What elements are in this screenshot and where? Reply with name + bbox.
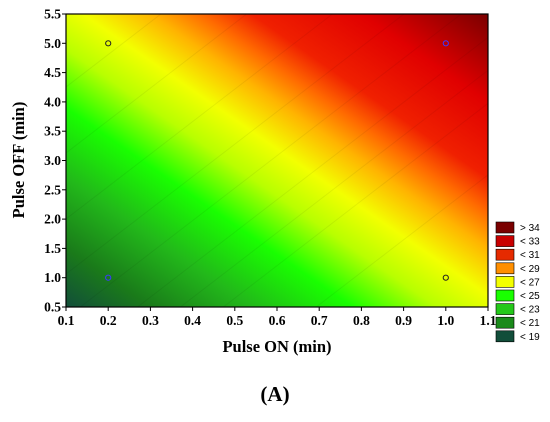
x-tick-label: 0.1: [58, 313, 75, 328]
contour-lines: [66, 14, 488, 307]
x-tick-label: 0.6: [269, 313, 286, 328]
y-tick-label: 2.0: [44, 212, 61, 227]
x-tick-label: 0.7: [311, 313, 328, 328]
plot-area: [65, 13, 489, 308]
legend-swatch: [495, 276, 515, 288]
legend: > 34 < 33 < 31 < 29 < 27 < 25 < 23 < 21 < 19: [495, 221, 540, 343]
y-axis-ticks: 0.5 1.0 1.5 2.0 2.5 3.0 3.5 4.0 4.5 5.0 5.5: [44, 7, 66, 315]
legend-swatch: [495, 235, 515, 247]
design-points: [105, 40, 449, 281]
x-tick-label: 0.8: [353, 313, 370, 328]
legend-swatch: [495, 330, 515, 343]
design-point: [105, 40, 112, 47]
y-tick-label: 3.5: [44, 124, 61, 139]
x-axis-label: Pulse ON (min): [222, 337, 331, 356]
legend-swatch: [495, 289, 515, 302]
y-tick-label: 4.5: [44, 65, 61, 80]
x-tick-label: 0.4: [184, 313, 201, 328]
legend-label: < 19: [520, 332, 540, 343]
legend-label: < 33: [520, 237, 540, 248]
design-point: [105, 274, 112, 281]
figure-caption: (A): [260, 382, 290, 406]
x-tick-label: 0.9: [395, 313, 412, 328]
contour-line: [66, 14, 248, 154]
design-point: [442, 40, 449, 47]
legend-label: < 31: [520, 250, 540, 261]
contour-line: [79, 14, 462, 307]
x-tick-label: 0.2: [100, 313, 117, 328]
legend-swatch: [495, 248, 515, 261]
x-tick-label: 0.3: [142, 313, 159, 328]
x-tick-label: 0.5: [226, 313, 243, 328]
x-tick-label: 1.1: [480, 313, 497, 328]
legend-label: < 27: [520, 277, 540, 288]
design-point: [442, 274, 449, 281]
legend-label: < 29: [520, 264, 540, 275]
legend-label: < 23: [520, 305, 540, 316]
y-tick-label: 2.5: [44, 182, 61, 197]
contour-line: [315, 174, 488, 307]
y-tick-label: 1.0: [44, 270, 61, 285]
y-tick-label: 0.5: [44, 300, 61, 315]
legend-swatch: [495, 221, 515, 234]
legend-label: < 21: [520, 318, 540, 329]
y-tick-label: 5.5: [44, 7, 61, 22]
contour-line: [222, 102, 488, 307]
x-axis-ticks: 0.1 0.2 0.3 0.4 0.5 0.6 0.7 0.8 0.9 1.0 1.1: [58, 307, 497, 328]
legend-swatch: [495, 262, 515, 275]
contour-line: [66, 14, 333, 220]
y-tick-label: 1.5: [44, 241, 61, 256]
legend-label: > 34: [520, 223, 540, 234]
y-tick-label: 5.0: [44, 36, 61, 51]
contour-line: [137, 36, 488, 307]
contour-line: [66, 14, 405, 275]
legend-label: < 25: [520, 291, 540, 302]
contour-surface: [66, 14, 488, 307]
legend-swatch: [495, 303, 515, 315]
y-axis-label: Pulse OFF (min): [9, 102, 28, 219]
contour-chart: 0.1 0.2 0.3 0.4 0.5 0.6 0.7 0.8 0.9 1.0 1.1 0.5 1.0…: [9, 7, 540, 357]
contour-line: [66, 14, 162, 88]
contour-line: [180, 69, 488, 307]
y-tick-label: 4.0: [44, 94, 61, 109]
legend-swatch: [495, 316, 515, 329]
x-tick-label: 1.0: [437, 313, 454, 328]
y-tick-label: 3.0: [44, 153, 61, 168]
